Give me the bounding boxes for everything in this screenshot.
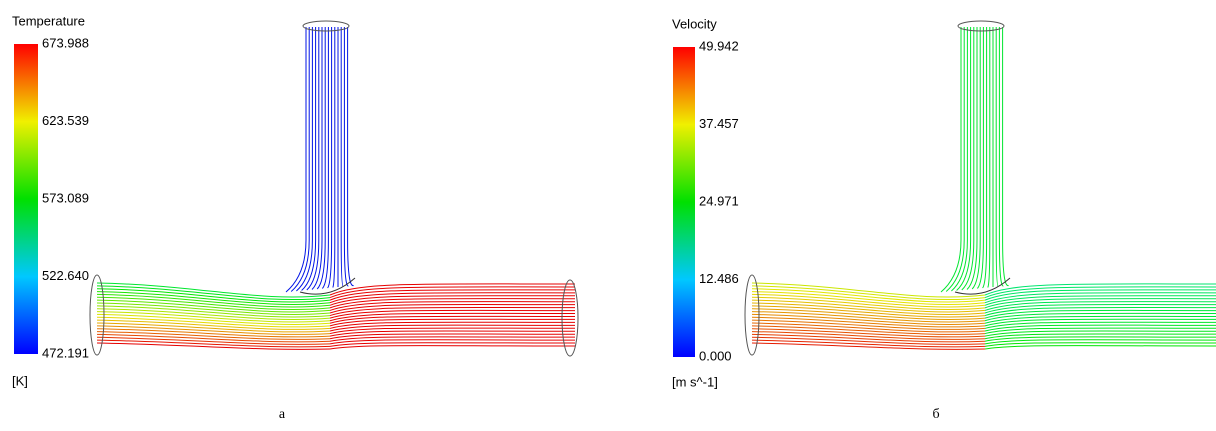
streamline	[348, 27, 354, 286]
streamline	[941, 27, 961, 292]
colorbar-tick-label: 0.000	[699, 348, 732, 363]
streamline	[1003, 27, 1009, 286]
figure: Temperature [K] a 673.988 623.539 573.089 5…	[0, 0, 1216, 426]
streamline	[330, 346, 575, 349]
streamline	[286, 27, 306, 292]
streamline	[752, 292, 985, 305]
panel-temperature: Temperature [K] a 673.988 623.539 573.089 5…	[12, 13, 578, 422]
colorbar-tick-label: 522.640	[42, 268, 89, 283]
colorbar-title: Velocity	[672, 16, 717, 31]
streamline	[97, 292, 330, 305]
junction-edge	[955, 278, 1010, 294]
colorbar-tick-label: 623.539	[42, 113, 89, 128]
streamline	[341, 27, 343, 287]
streamline	[333, 27, 335, 288]
colorbar-tick-label: 37.457	[699, 116, 739, 131]
caption: a	[279, 407, 286, 422]
junction-edge	[300, 278, 355, 294]
streamline	[330, 307, 575, 315]
colorbar-tick-label: 673.988	[42, 35, 89, 50]
colorbar-tick-label: 24.971	[699, 193, 739, 208]
streamline	[330, 305, 575, 313]
colorbar-unit: [K]	[12, 373, 28, 388]
colorbar	[14, 44, 38, 354]
panel-velocity: Velocity [m s^-1] б 49.942 37.457 24.971 12…	[672, 16, 1216, 422]
streamline	[330, 310, 575, 318]
colorbar-tick-label: 472.191	[42, 345, 89, 360]
colorbar-title: Temperature	[12, 13, 85, 28]
streamline	[967, 27, 977, 290]
colorbar-tick-label: 12.486	[699, 271, 739, 286]
streamline	[996, 27, 998, 287]
streamline	[296, 27, 312, 291]
colorbar-tick-label: 573.089	[42, 190, 89, 205]
pipe-outline	[958, 21, 1004, 31]
streamline	[951, 27, 967, 291]
colorbar-unit: [m s^-1]	[672, 374, 718, 389]
pipe-outline	[303, 21, 349, 31]
streamline	[988, 27, 990, 288]
streamline	[985, 310, 1216, 318]
streamline	[985, 302, 1216, 311]
streamline	[985, 305, 1216, 313]
colorbar	[673, 47, 695, 357]
streamline	[985, 307, 1216, 315]
colorbar-tick-label: 49.942	[699, 38, 739, 53]
streamline	[312, 27, 322, 290]
pipe-outline	[562, 280, 578, 356]
caption: б	[932, 407, 939, 422]
streamline	[985, 346, 1216, 349]
